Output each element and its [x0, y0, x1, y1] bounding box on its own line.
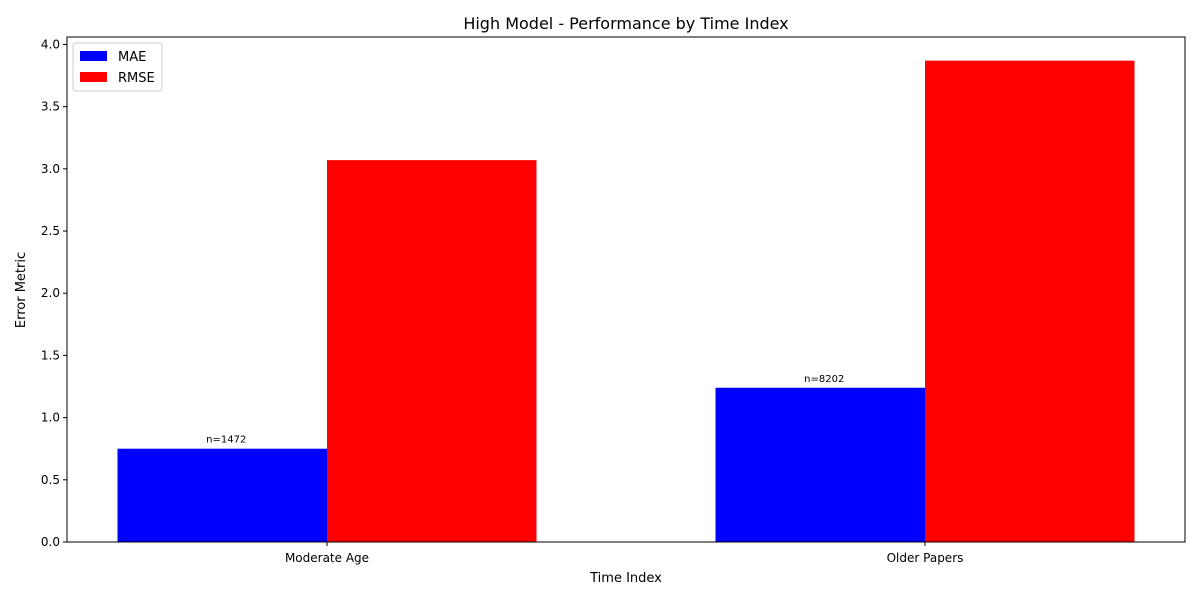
y-tick-label: 2.5	[41, 224, 60, 238]
x-tick-label: Older Papers	[887, 551, 964, 565]
y-tick-label: 0.0	[41, 535, 60, 549]
y-tick-label: 0.5	[41, 473, 60, 487]
bar-count-annotation: n=8202	[804, 374, 844, 385]
legend-swatch-mae	[80, 51, 107, 61]
x-tick-label: Moderate Age	[285, 551, 369, 565]
legend: MAE RMSE	[72, 42, 163, 92]
bar-annotations: n=1472 n=8202	[206, 374, 844, 446]
bar-rmse-older-papers	[925, 60, 1135, 543]
y-axis-ticks: 0.0 0.5 1.0 1.5 2.0 2.5 3.0 3.5 4.0	[41, 37, 67, 549]
legend-swatch-rmse	[80, 72, 107, 82]
x-axis-label: Time Index	[589, 571, 662, 586]
bar-count-annotation: n=1472	[206, 435, 246, 446]
plot-area-frame	[66, 36, 1186, 543]
legend-label-rmse: RMSE	[118, 71, 155, 86]
bar-mae-older-papers	[715, 387, 925, 542]
y-tick-label: 2.0	[41, 286, 60, 300]
x-axis-ticks: Moderate Age Older Papers	[285, 542, 963, 565]
y-tick-label: 1.5	[41, 348, 60, 362]
chart-title: High Model - Performance by Time Index	[463, 14, 788, 33]
y-tick-label: 4.0	[41, 37, 60, 51]
legend-label-mae: MAE	[118, 50, 146, 65]
bars-group	[117, 60, 1135, 543]
y-tick-label: 3.5	[41, 100, 60, 114]
bar-rmse-moderate-age	[327, 160, 537, 543]
y-tick-label: 1.0	[41, 411, 60, 425]
y-tick-label: 3.0	[41, 162, 60, 176]
bar-mae-moderate-age	[117, 448, 327, 542]
y-axis-label: Error Metric	[14, 252, 29, 328]
